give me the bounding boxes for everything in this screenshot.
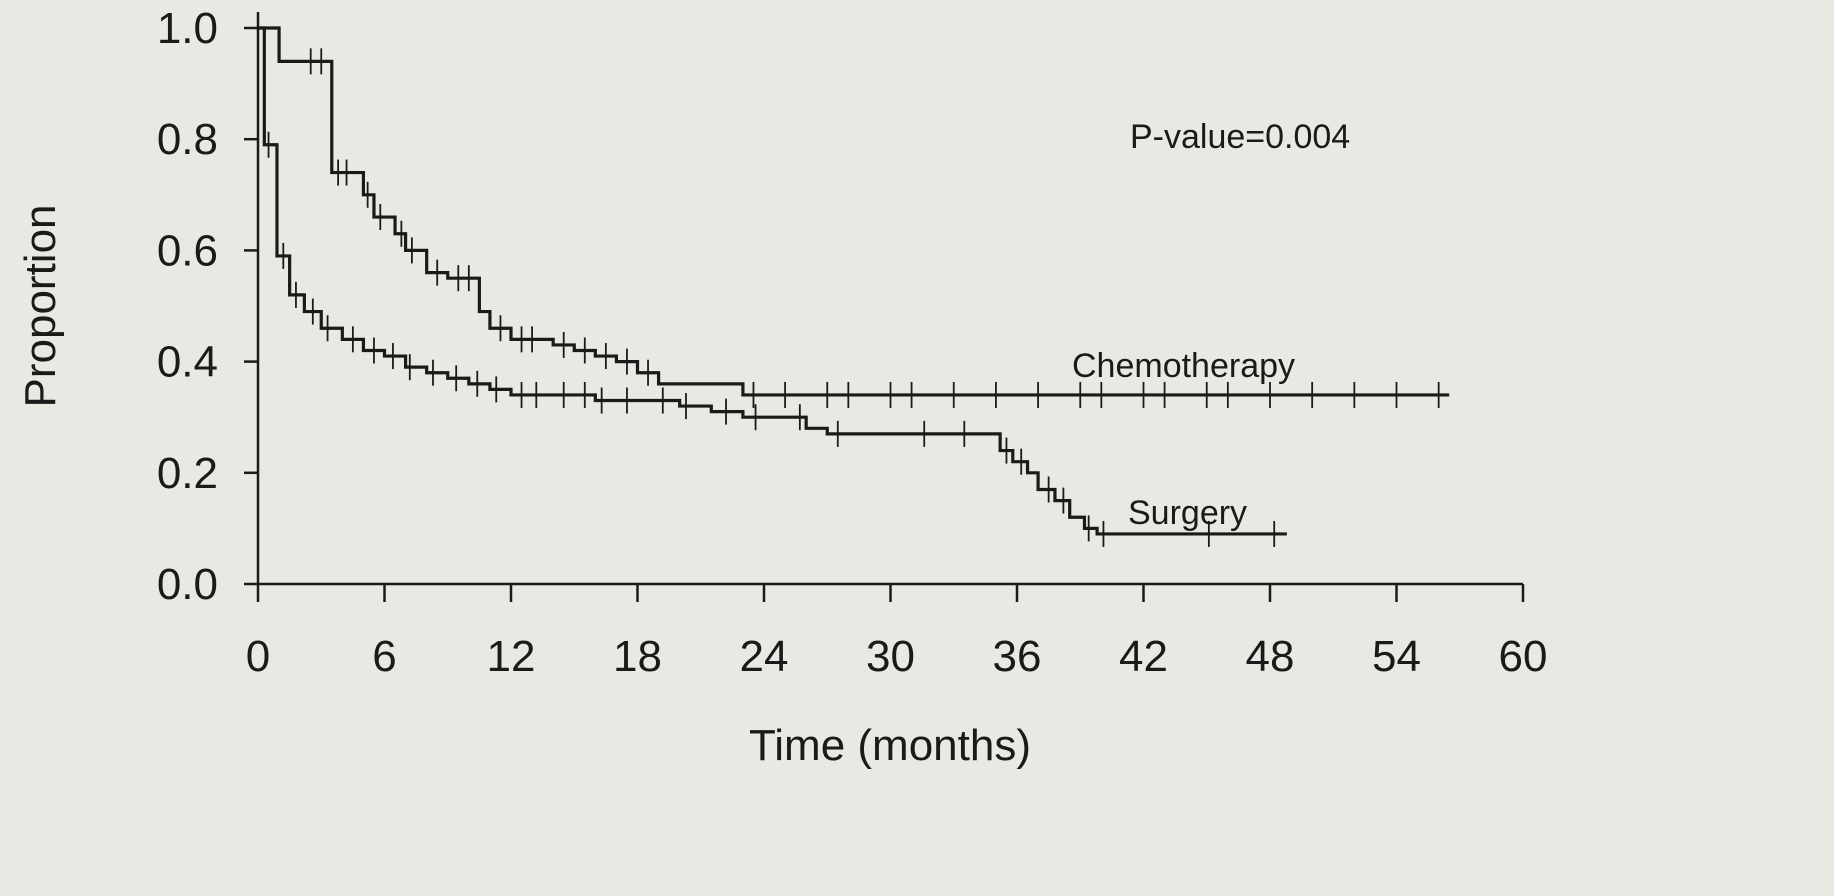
x-tick-label: 36 [993,632,1042,681]
x-axis-title: Time (months) [749,721,1031,770]
y-tick-label: 1.0 [157,4,218,53]
x-tick-label: 18 [613,632,662,681]
x-tick-label: 48 [1246,632,1295,681]
x-tick-label: 54 [1372,632,1421,681]
series-line-surgery [258,26,1287,536]
y-axis-title: Proportion [16,204,65,407]
series-line-chemotherapy [258,26,1450,397]
x-tick-label: 6 [372,632,396,681]
x-tick-label: 42 [1119,632,1168,681]
p-value-annotation: P-value=0.004 [1130,118,1350,156]
plot-area: 0 6 12 18 24 30 36 42 48 54 60 0.0 0.2 0.4 0.6 0.8 1.0 [157,4,1548,681]
y-tick-label: 0.4 [157,338,218,387]
series-label-chemotherapy: Chemotherapy [1072,347,1295,385]
x-tick-label: 12 [487,632,536,681]
y-tick-label: 0.8 [157,115,218,164]
y-tick-label: 0.0 [157,560,218,609]
x-tick-label: 60 [1499,632,1548,681]
x-tick-label: 30 [866,632,915,681]
y-tick-label: 0.6 [157,226,218,275]
x-tick-label: 0 [246,632,270,681]
series-label-surgery: Surgery [1128,494,1247,532]
y-tick-label: 0.2 [157,449,218,498]
x-tick-label: 24 [740,632,789,681]
